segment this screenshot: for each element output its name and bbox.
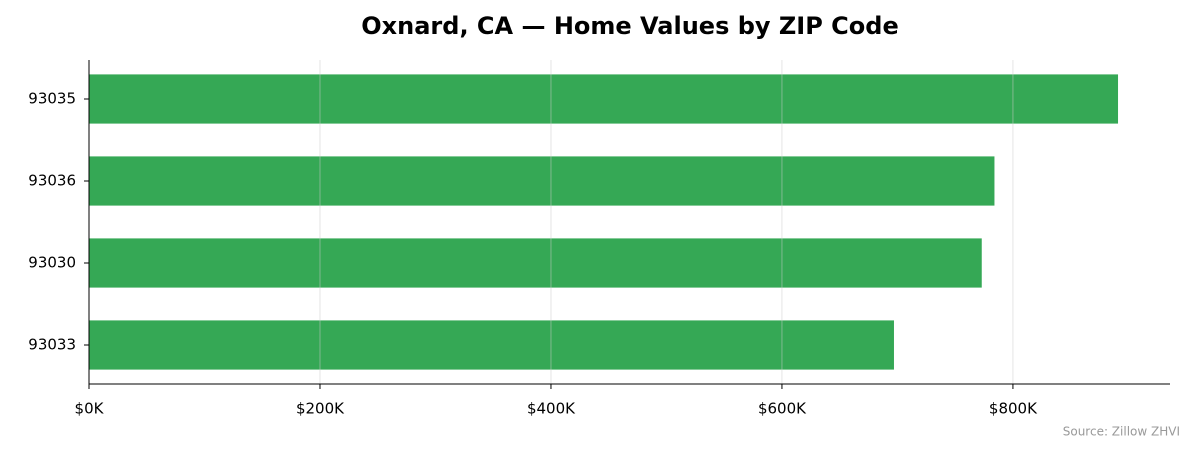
x-tick-label: $400K <box>527 400 576 418</box>
y-tick-label: 93036 <box>28 172 76 190</box>
y-tick-label: 93033 <box>28 336 76 354</box>
y-tick-label: 93035 <box>28 90 76 108</box>
chart-title: Oxnard, CA — Home Values by ZIP Code <box>361 12 898 40</box>
bar <box>89 238 982 288</box>
x-tick-label: $200K <box>296 400 345 418</box>
bar <box>89 74 1119 124</box>
bar <box>89 320 894 370</box>
x-tick-label: $0K <box>75 400 105 418</box>
y-tick-label: 93030 <box>28 254 76 272</box>
x-tick-label: $600K <box>758 400 807 418</box>
source-note: Source: Zillow ZHVI <box>1063 425 1180 439</box>
bar <box>89 156 995 206</box>
x-tick-label: $800K <box>989 400 1038 418</box>
